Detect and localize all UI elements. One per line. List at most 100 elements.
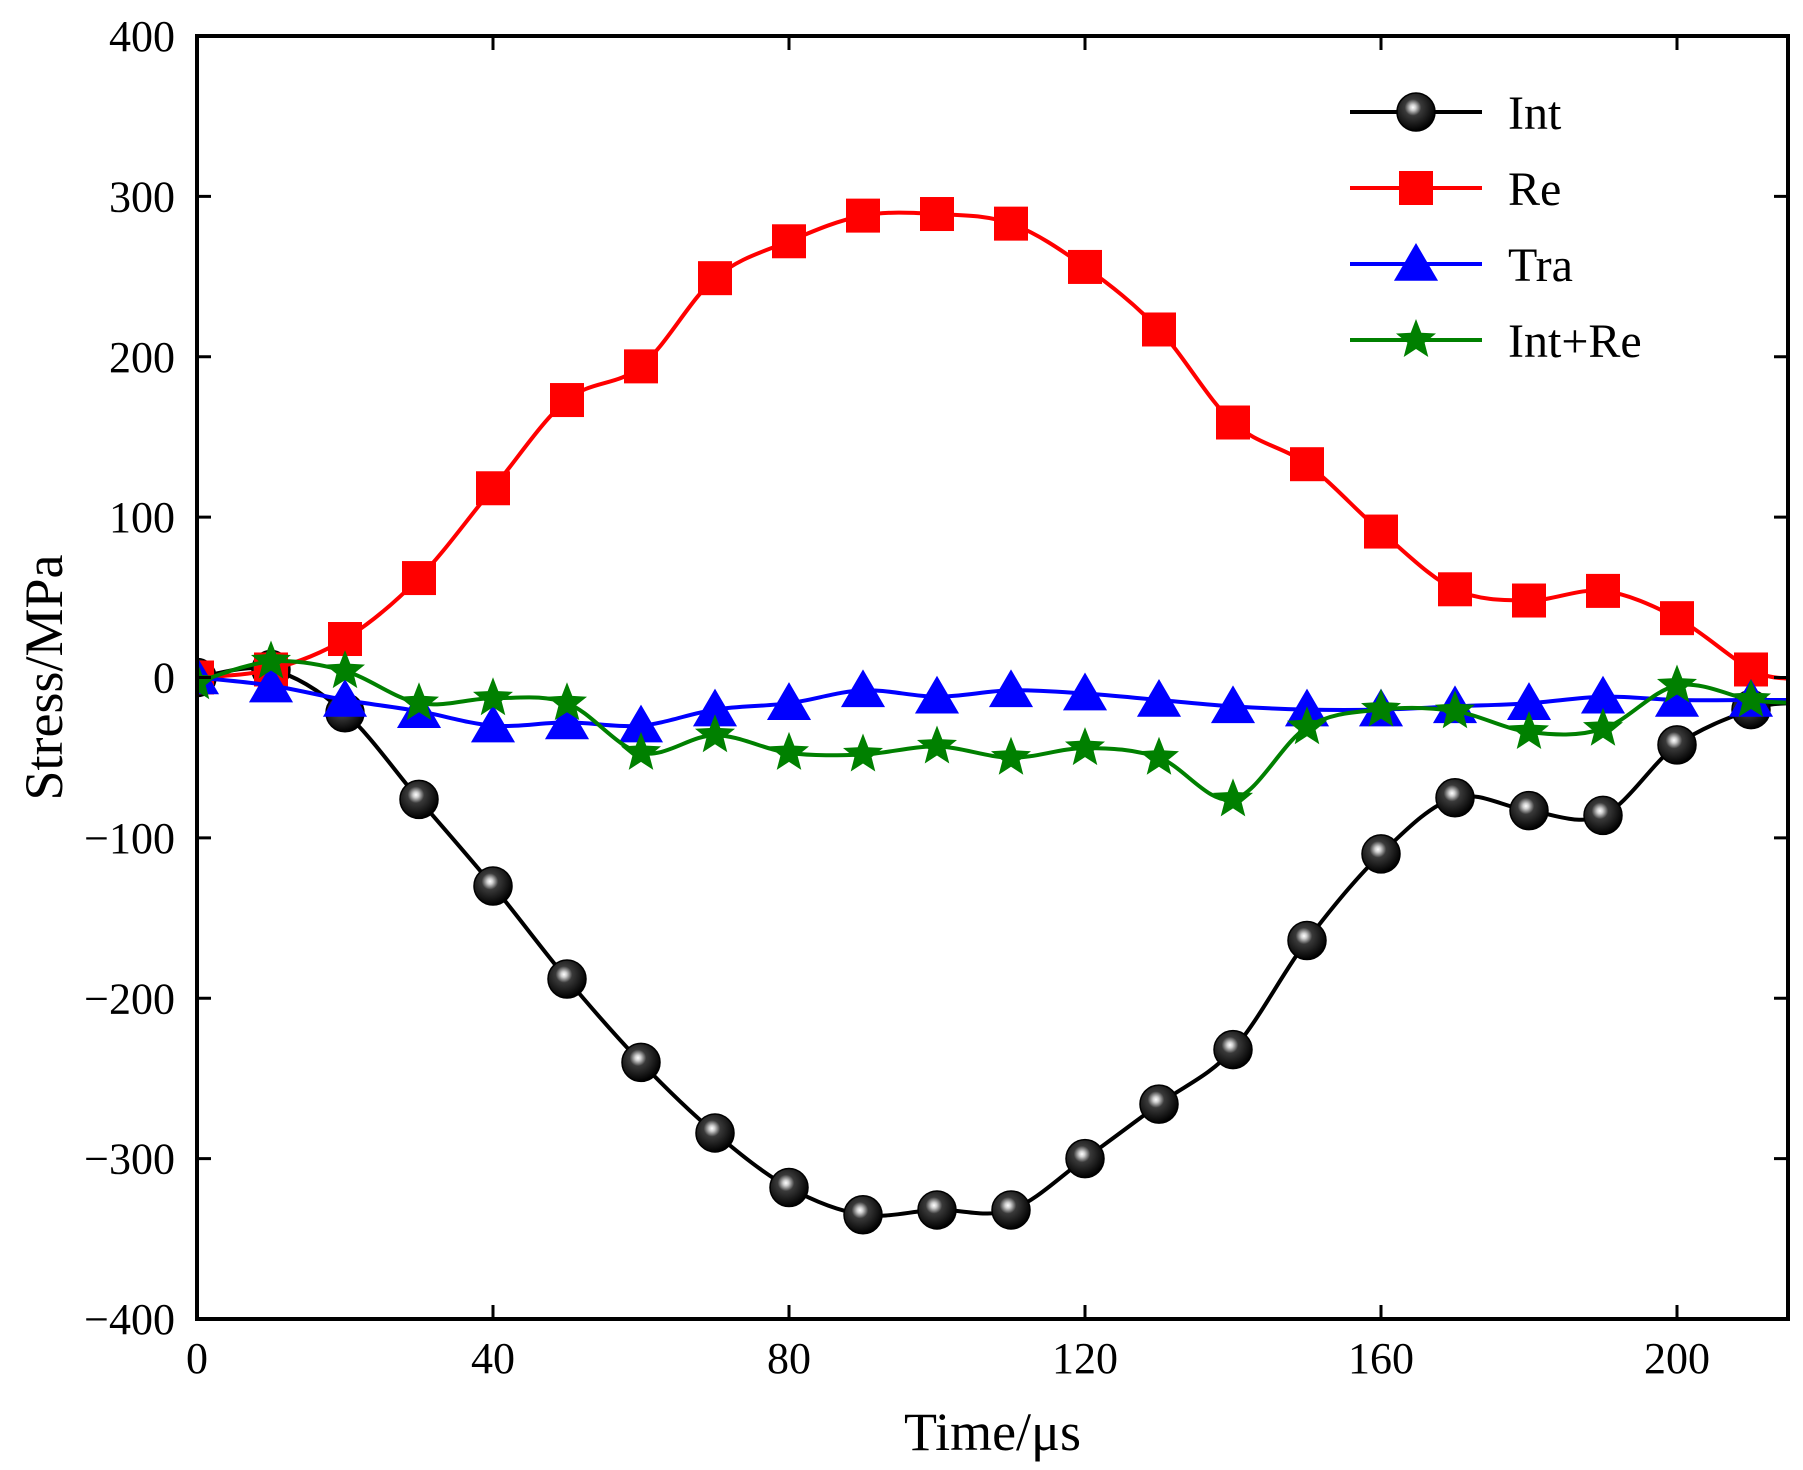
data-point-re — [550, 383, 584, 418]
data-point-int-re — [695, 714, 735, 753]
data-point-re — [846, 198, 880, 233]
data-point-tra — [470, 704, 516, 743]
data-point-int — [1509, 790, 1549, 831]
legend-item-int-re: Int+Re — [1350, 315, 1642, 368]
data-point-re — [698, 261, 732, 296]
data-point-int — [695, 1113, 735, 1153]
data-point-re — [1364, 514, 1398, 549]
data-point-re — [920, 197, 954, 232]
y-tick-label: 400 — [109, 12, 175, 61]
data-point-int-re — [399, 682, 439, 721]
y-tick-label: −300 — [84, 1135, 175, 1184]
data-point-int-re — [1731, 679, 1771, 717]
legend-marker-tra — [1393, 243, 1439, 281]
data-point-int-re — [1139, 736, 1179, 775]
data-point-int-re — [1213, 778, 1253, 817]
data-point-int — [991, 1190, 1031, 1230]
data-point-tra — [1580, 675, 1626, 714]
data-point-tra — [988, 669, 1034, 708]
data-point-int — [621, 1042, 661, 1083]
data-point-tra — [1062, 672, 1108, 711]
data-point-re — [1586, 573, 1620, 608]
data-point-re — [402, 561, 436, 596]
series-re — [197, 197, 1788, 695]
data-point-re — [1142, 312, 1176, 347]
data-point-int — [1583, 795, 1623, 836]
x-axis-title: Time/μs — [904, 1402, 1081, 1462]
data-point-tra — [1654, 678, 1700, 717]
legend-label-re: Re — [1508, 163, 1561, 216]
series-layer — [197, 197, 1788, 1235]
data-point-int-re — [991, 736, 1031, 775]
data-point-int — [769, 1167, 809, 1208]
legend-label-int: Int — [1508, 87, 1562, 140]
data-point-int-re — [1287, 706, 1327, 745]
axes: 0 40 80 120 160 200 −400 −300 −200 −100 0 100 200 300… — [14, 12, 1790, 1462]
data-point-int — [1287, 920, 1327, 961]
legend: Int Re Tra Int+Re — [1350, 87, 1642, 368]
data-point-int — [1213, 1029, 1253, 1070]
data-point-int-re — [1435, 690, 1475, 729]
data-point-int — [547, 959, 587, 999]
data-point-int-re — [1361, 688, 1401, 727]
data-point-tra — [840, 669, 886, 708]
x-tick-label: 40 — [471, 1334, 515, 1383]
y-tick-label: 300 — [109, 172, 175, 221]
data-point-int — [1139, 1084, 1179, 1124]
x-tick-label: 160 — [1348, 1334, 1414, 1383]
data-point-re — [1512, 583, 1546, 618]
data-point-int-re — [251, 640, 291, 679]
data-point-int-re — [621, 731, 661, 770]
data-point-tra — [1136, 678, 1182, 717]
data-point-int-re — [1583, 707, 1623, 746]
data-point-int — [1435, 778, 1475, 818]
data-point-tra — [322, 678, 368, 717]
series-line-int — [197, 665, 1788, 1218]
data-point-int-re — [1657, 664, 1697, 703]
legend-marker-re — [1399, 171, 1433, 205]
data-point-tra — [766, 682, 812, 720]
y-tick-label: 200 — [109, 333, 175, 382]
series-int — [197, 649, 1788, 1235]
data-point-int — [917, 1190, 957, 1230]
y-tick-label: −200 — [84, 974, 175, 1023]
data-point-re — [1068, 249, 1102, 284]
legend-marker-int-re — [1396, 319, 1436, 357]
data-point-tra — [1210, 685, 1256, 724]
legend-item-int: Int — [1350, 87, 1562, 140]
x-tick-label: 80 — [767, 1334, 811, 1383]
data-point-re — [1216, 405, 1250, 440]
x-tick-label: 0 — [186, 1334, 208, 1383]
data-point-tra — [618, 704, 664, 743]
x-tick-label: 120 — [1052, 1334, 1118, 1383]
data-point-int-re — [197, 661, 217, 700]
data-point-int — [399, 779, 439, 820]
legend-item-tra: Tra — [1350, 239, 1573, 292]
plot-frame — [195, 34, 1790, 1321]
data-point-int-re — [1065, 727, 1105, 766]
y-tick-label: −400 — [84, 1295, 175, 1344]
data-point-int — [843, 1195, 883, 1235]
y-tick-label: 100 — [109, 493, 175, 542]
legend-label-tra: Tra — [1508, 239, 1573, 292]
data-point-tra — [914, 675, 960, 714]
legend-marker-int — [1396, 92, 1436, 132]
y-tick-label: −100 — [84, 814, 175, 863]
series-int-re — [197, 640, 1788, 817]
data-point-int — [473, 866, 513, 906]
data-point-int-re — [769, 731, 809, 770]
data-point-int-re — [1509, 711, 1549, 749]
series-line-int-re — [197, 659, 1788, 802]
data-point-tra — [692, 688, 738, 727]
data-point-int-re — [843, 733, 883, 772]
data-point-int — [1065, 1138, 1105, 1179]
data-point-int — [1361, 834, 1401, 874]
data-point-tra — [248, 664, 294, 703]
data-point-re — [476, 471, 510, 506]
y-tick-label: 0 — [153, 654, 175, 703]
data-point-re — [1290, 447, 1324, 482]
x-tick-label: 200 — [1644, 1334, 1710, 1383]
data-point-re — [1660, 601, 1694, 636]
data-point-int-re — [473, 677, 513, 716]
